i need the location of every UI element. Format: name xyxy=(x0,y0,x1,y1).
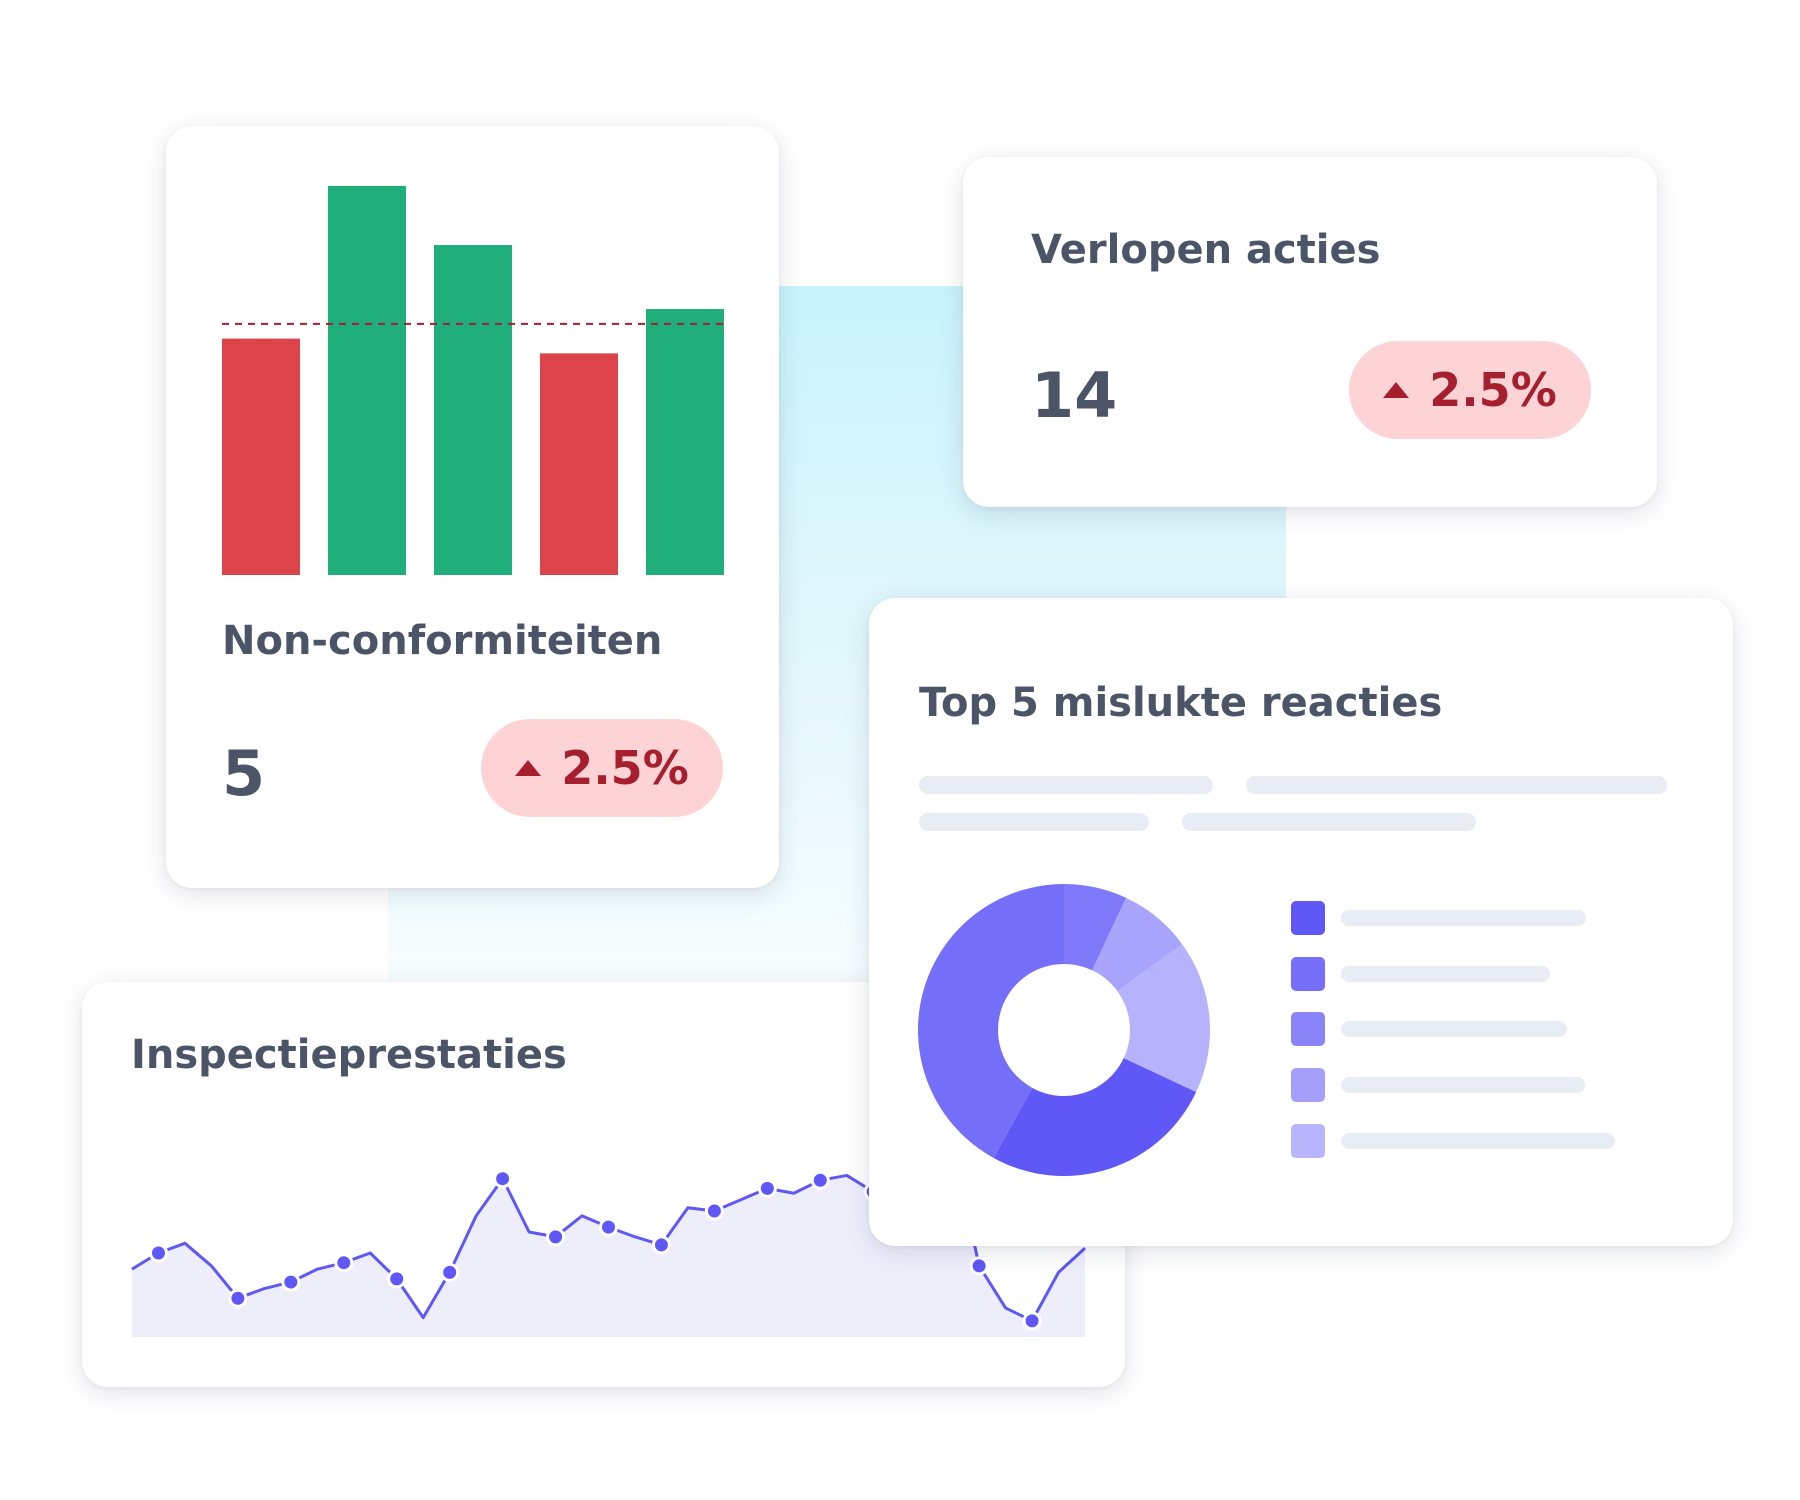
data-point xyxy=(281,1272,301,1292)
donut-slice xyxy=(1117,944,1210,1093)
legend-swatch xyxy=(1291,901,1325,935)
data-point xyxy=(334,1253,354,1273)
bar xyxy=(646,309,724,575)
donut-slice xyxy=(1064,884,1127,971)
data-point xyxy=(387,1269,407,1289)
placeholder-line xyxy=(1341,1133,1615,1149)
expired-actions-change-badge: 2.5% xyxy=(1349,341,1591,439)
legend-item xyxy=(1291,1012,1611,1046)
placeholder-line xyxy=(1341,966,1550,982)
bar xyxy=(540,353,618,575)
nonconformities-change-badge: 2.5% xyxy=(481,719,723,817)
legend-item xyxy=(1291,1124,1615,1158)
expired-actions-card[interactable]: Verlopen acties 14 2.5% xyxy=(963,157,1657,507)
top5-title: Top 5 mislukte reacties xyxy=(919,680,1443,726)
expired-actions-value: 14 xyxy=(1031,359,1118,432)
data-point xyxy=(969,1256,989,1276)
bar xyxy=(222,338,300,575)
data-point xyxy=(1022,1311,1042,1331)
donut-slice xyxy=(918,884,1064,1158)
legend-swatch xyxy=(1291,1012,1325,1046)
nonconformities-bar-chart xyxy=(222,185,724,576)
data-point xyxy=(757,1178,777,1198)
data-point xyxy=(651,1235,671,1255)
legend-item xyxy=(1291,901,1611,935)
nonconformities-change: 2.5% xyxy=(561,741,689,795)
nonconformities-title: Non-conformiteiten xyxy=(222,618,663,664)
donut-slice xyxy=(993,1058,1197,1176)
placeholder-line xyxy=(1341,1077,1585,1093)
legend-swatch xyxy=(1291,957,1325,991)
nonconformities-value: 5 xyxy=(222,737,266,810)
data-point xyxy=(148,1243,168,1263)
legend-item xyxy=(1291,957,1611,991)
data-point xyxy=(810,1170,830,1190)
placeholder-line xyxy=(1341,1021,1567,1037)
arrow-up-icon xyxy=(1383,382,1410,398)
bar xyxy=(434,245,512,575)
top5-donut-chart xyxy=(918,884,1210,1176)
legend-swatch xyxy=(1291,1068,1325,1102)
arrow-up-icon xyxy=(515,760,542,776)
placeholder-line xyxy=(1182,813,1476,831)
data-point xyxy=(228,1288,248,1308)
expired-actions-title: Verlopen acties xyxy=(1031,227,1381,273)
data-point xyxy=(493,1169,513,1189)
donut-slice xyxy=(1092,897,1183,992)
nonconformities-card[interactable]: Non-conformiteiten 5 2.5% xyxy=(166,126,779,888)
placeholder-line xyxy=(1246,776,1667,794)
inspection-title: Inspectieprestaties xyxy=(131,1032,567,1078)
inspection-area xyxy=(132,1143,1085,1337)
data-point xyxy=(546,1227,566,1247)
top5-card[interactable]: Top 5 mislukte reacties xyxy=(869,598,1733,1246)
placeholder-line xyxy=(1341,910,1586,926)
placeholder-line xyxy=(919,776,1213,794)
legend-swatch xyxy=(1291,1124,1325,1158)
data-point xyxy=(704,1201,724,1221)
expired-actions-change: 2.5% xyxy=(1429,363,1557,417)
data-point xyxy=(440,1262,460,1282)
legend-item xyxy=(1291,1068,1611,1102)
placeholder-line xyxy=(919,813,1149,831)
data-point xyxy=(599,1217,618,1237)
bar xyxy=(328,185,406,576)
